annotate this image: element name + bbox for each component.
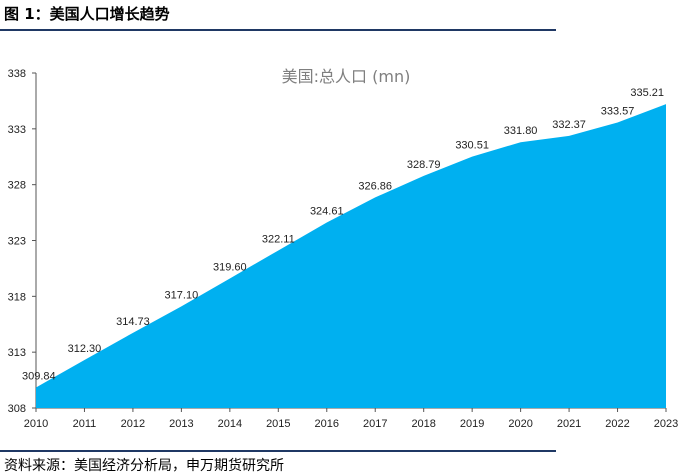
x-tick-label: 2012 — [121, 418, 145, 430]
data-label: 326.86 — [358, 180, 392, 192]
y-tick-label: 308 — [8, 403, 26, 415]
data-label: 314.73 — [116, 316, 150, 328]
data-label: 319.60 — [213, 261, 247, 273]
data-label: 328.79 — [407, 159, 441, 171]
x-tick-label: 2011 — [73, 418, 97, 430]
data-label: 333.57 — [601, 105, 635, 117]
x-tick-label: 2010 — [24, 418, 48, 430]
bottom-rule — [0, 450, 556, 452]
x-tick-label: 2016 — [315, 418, 339, 430]
data-label: 330.51 — [455, 140, 489, 152]
data-label: 317.10 — [165, 289, 199, 301]
x-tick-label: 2019 — [460, 418, 484, 430]
data-label: 332.37 — [552, 119, 586, 131]
data-label: 324.61 — [310, 206, 344, 218]
x-tick-label: 2013 — [169, 418, 193, 430]
data-labels: 309.84 312.30 314.73 317.10 319.60 322.11 324.… — [22, 87, 664, 382]
x-tick-label: 2014 — [218, 418, 242, 430]
x-tick-label: 2018 — [411, 418, 435, 430]
x-tick-label: 2022 — [605, 418, 629, 430]
y-tick-label: 323 — [8, 236, 26, 248]
y-tick-label: 338 — [8, 68, 26, 80]
x-tick-label: 2015 — [266, 418, 290, 430]
data-label: 309.84 — [22, 370, 56, 382]
figure-title: 图 1：美国人口增长趋势 — [4, 5, 170, 23]
data-label: 331.80 — [504, 125, 538, 137]
x-axis: 2010 2011 2012 2013 2014 2015 2016 2017 2018 2019… — [24, 407, 678, 430]
source-note: 资料来源：美国经济分析局，申万期货研究所 — [4, 458, 284, 474]
y-tick-label: 318 — [8, 291, 26, 303]
population-area — [36, 104, 666, 408]
x-tick-label: 2021 — [557, 418, 581, 430]
data-label: 322.11 — [262, 233, 295, 245]
x-tick-label: 2020 — [508, 418, 532, 430]
y-tick-label: 328 — [8, 180, 26, 192]
x-tick-label: 2017 — [363, 418, 387, 430]
y-tick-label: 313 — [8, 347, 26, 359]
data-label: 312.30 — [68, 343, 102, 355]
chart-title: 美国:总人口 (mn) — [282, 67, 411, 86]
data-label: 335.21 — [630, 87, 664, 99]
y-tick-label: 333 — [8, 124, 26, 136]
x-tick-label: 2023 — [654, 418, 678, 430]
y-axis: 338 333 328 323 318 313 308 — [8, 68, 37, 415]
top-rule — [0, 29, 556, 31]
